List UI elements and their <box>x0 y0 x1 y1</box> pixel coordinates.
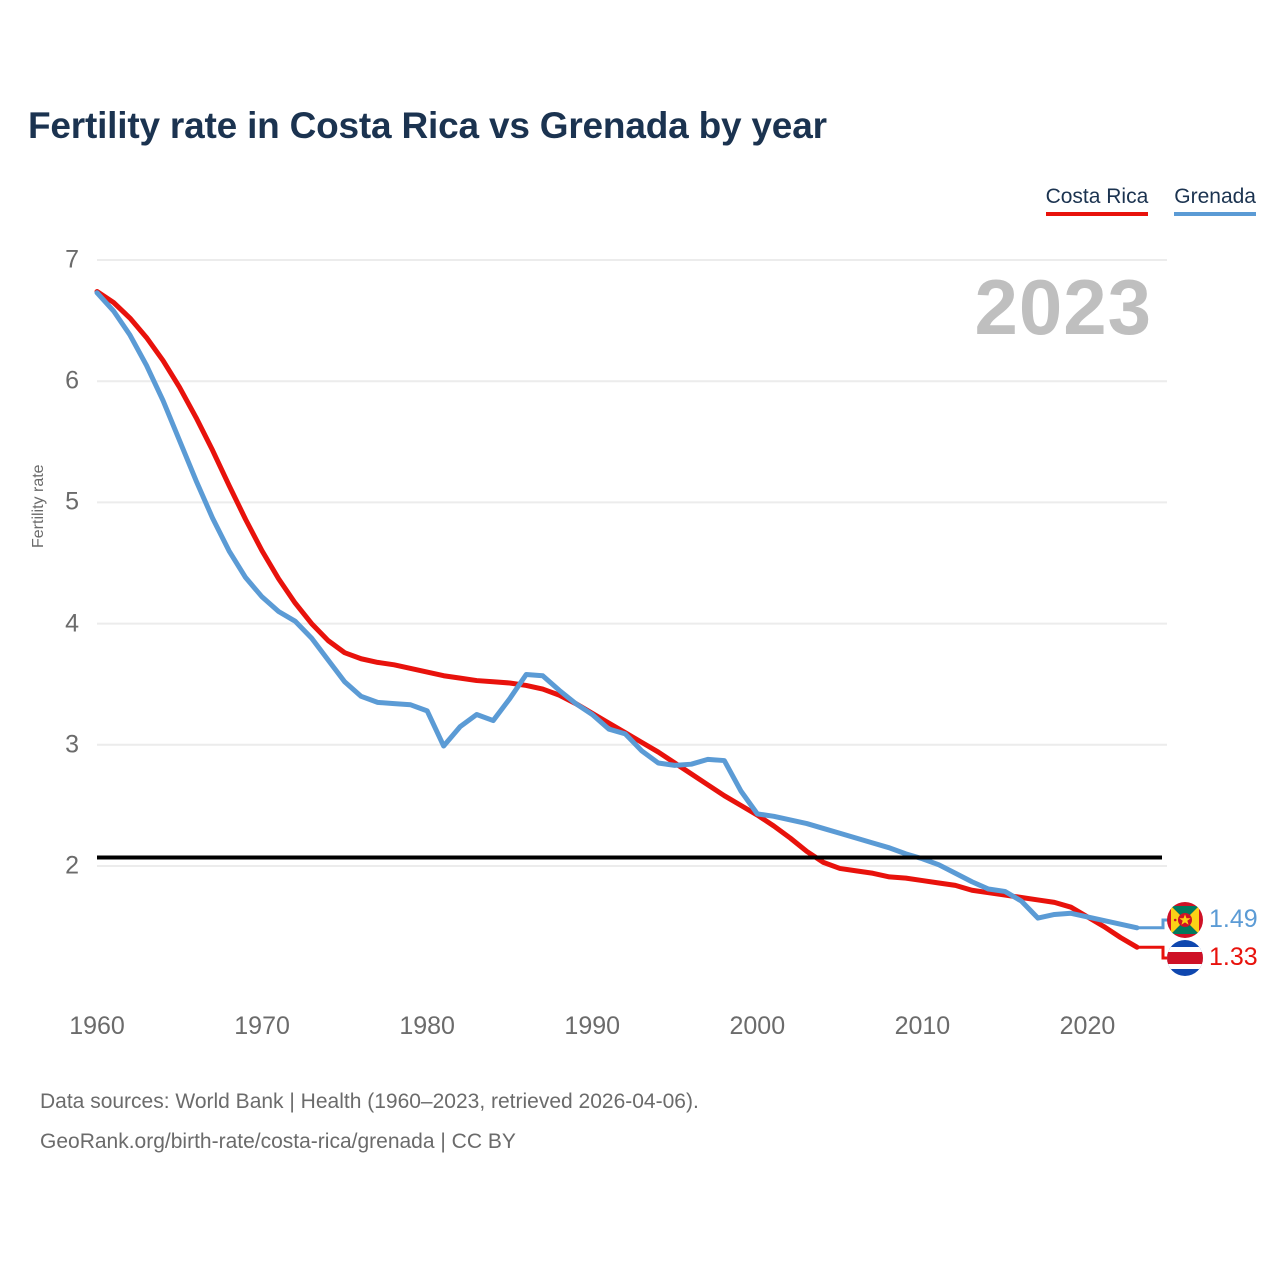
year-watermark: 2023 <box>974 263 1152 351</box>
grenada-flag-icon <box>1167 902 1203 938</box>
legend-item-costa-rica[interactable]: Costa Rica <box>1045 184 1149 216</box>
series-lines <box>94 289 1140 950</box>
legend-swatch-grenada <box>1174 212 1256 216</box>
costa-rica-flag-icon <box>1167 940 1203 976</box>
y-tick-3: 3 <box>65 730 79 759</box>
end-label-costa-rica: 1.33 <box>1209 943 1258 971</box>
series-line-costa-rica <box>94 289 1140 950</box>
legend-label-grenada: Grenada <box>1174 185 1256 208</box>
y-tick-6: 6 <box>65 366 79 395</box>
x-tick-1990: 1990 <box>564 1012 621 1040</box>
y-tick-2: 2 <box>65 851 79 880</box>
x-tick-2020: 2020 <box>1059 1012 1116 1040</box>
x-tick-2010: 2010 <box>894 1012 951 1040</box>
footer-attribution: GeoRank.org/birth-rate/costa-rica/grenad… <box>40 1130 516 1153</box>
y-tick-7: 7 <box>65 245 79 274</box>
gridlines <box>97 259 1167 867</box>
x-tick-1980: 1980 <box>399 1012 455 1040</box>
chart-title: Fertility rate in Costa Rica vs Grenada … <box>28 105 827 146</box>
legend-swatch-costa-rica <box>1045 212 1149 216</box>
legend-item-grenada[interactable]: Grenada <box>1174 184 1256 216</box>
x-tick-2000: 2000 <box>729 1012 786 1040</box>
chart-footer: Data sources: World Bank | Health (1960–… <box>40 1082 699 1162</box>
y-tick-5: 5 <box>65 487 79 516</box>
legend-label-costa-rica: Costa Rica <box>1045 185 1149 208</box>
y-tick-4: 4 <box>65 609 79 638</box>
footer-data-sources: Data sources: World Bank | Health (1960–… <box>40 1090 699 1113</box>
end-label-grenada: 1.49 <box>1209 905 1258 933</box>
series-line-grenada <box>94 290 1140 931</box>
x-tick-1960: 1960 <box>69 1012 125 1040</box>
x-tick-1970: 1970 <box>234 1012 290 1040</box>
chart-legend: Costa Rica Grenada <box>1045 184 1256 216</box>
